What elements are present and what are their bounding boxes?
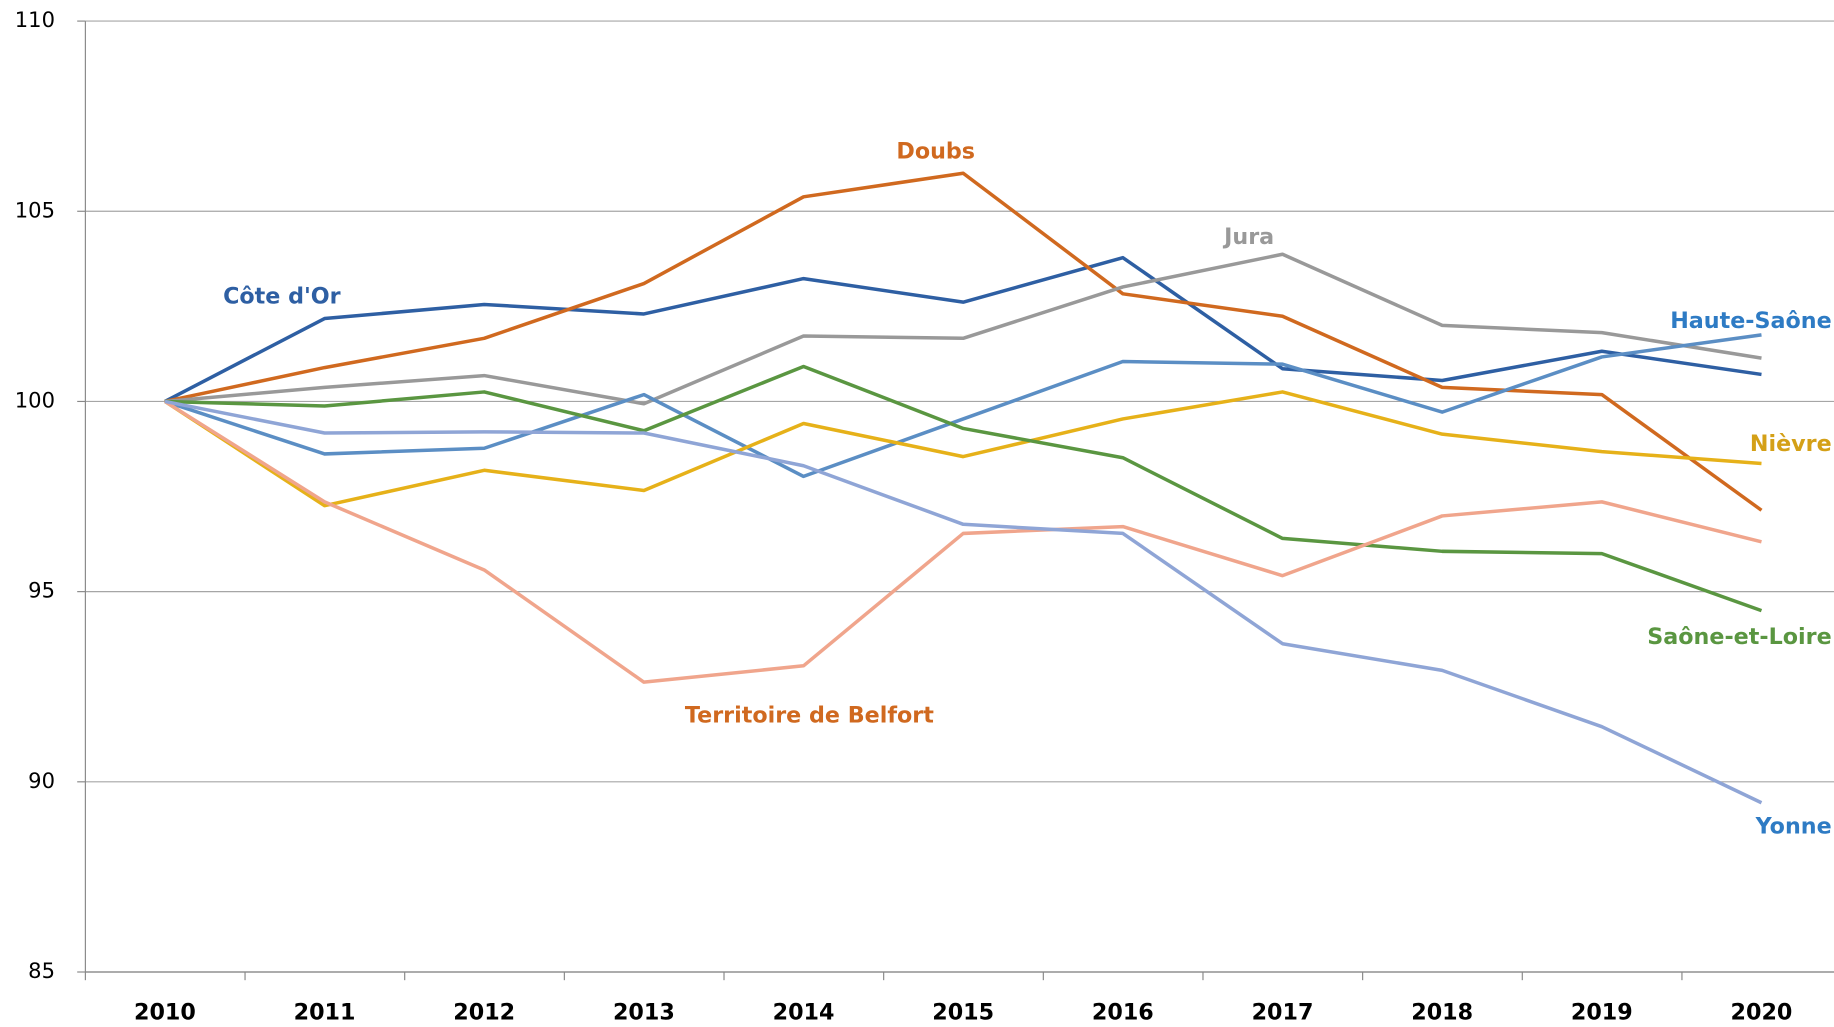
series-line [163,399,1762,684]
x-tick-label: 2013 [613,999,675,1025]
y-tick-label: 100 [15,387,55,412]
series-line [164,255,1762,404]
x-tick-label: 2019 [1571,999,1633,1025]
series-line [164,252,1762,406]
y-tick-label: 90 [28,768,55,793]
series-label: Doubs [896,139,975,165]
series-label: Haute-Saône [1670,308,1831,334]
x-tick-label: 2018 [1411,999,1473,1025]
series-label: Territoire de Belfort [685,702,934,728]
series-label: Nièvre [1750,431,1832,457]
series-label: Jura [1222,224,1274,250]
series-line [164,364,1763,613]
y-tick-label: 105 [15,197,55,222]
x-tick-label: 2011 [294,999,356,1025]
series-line [163,390,1762,508]
y-tick-label: 85 [28,958,55,983]
series-line [164,171,1763,512]
x-tick-label: 2010 [134,999,196,1025]
x-tick-label: 2012 [453,999,515,1025]
x-tick-label: 2020 [1731,999,1793,1025]
series-label: Saône-et-Loire [1647,624,1831,650]
series-label: Yonne [1755,813,1832,839]
series-label: Côte d'Or [223,284,341,310]
series-line [164,399,1763,805]
x-tick-label: 2016 [1092,999,1154,1025]
x-tick-label: 2015 [932,999,994,1025]
series-line [164,333,1762,479]
y-tick-label: 95 [28,578,55,603]
x-tick-label: 2017 [1252,999,1314,1025]
x-tick-label: 2014 [773,999,835,1025]
y-tick-label: 110 [15,7,55,32]
